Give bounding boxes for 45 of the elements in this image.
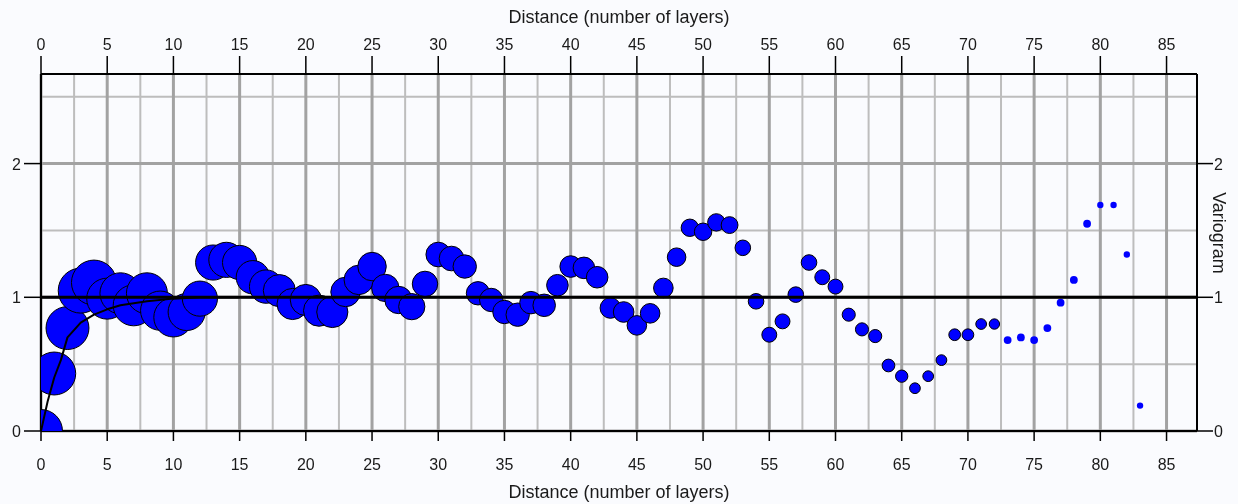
x-tick-label: 70 (959, 36, 977, 53)
x2-tick-label: 70 (959, 456, 977, 473)
x2-tick-label: 40 (561, 456, 580, 473)
x2-tick-label: 35 (495, 456, 514, 473)
y-tick-label: 2 (12, 155, 22, 173)
x2-tick-label: 45 (627, 456, 646, 473)
x2-tick-label: 15 (230, 456, 249, 473)
x-tick-label: 65 (892, 36, 911, 53)
x2-tick-label: 0 (36, 456, 46, 473)
x-tick-label: 5 (102, 36, 112, 53)
x2-axis-title: Distance (number of layers) (508, 7, 730, 27)
x-axis-title: Distance (number of layers) (508, 482, 730, 502)
x2-tick-label: 20 (296, 456, 315, 473)
x2-tick-label: 10 (164, 456, 183, 473)
x-tick-label: 80 (1091, 36, 1110, 53)
x-tick-label: 35 (495, 36, 514, 53)
x-tick-label: 15 (230, 36, 249, 53)
x-tick-label: 45 (627, 36, 646, 53)
x-tick-label: 55 (760, 36, 779, 53)
x-tick-label: 40 (561, 36, 580, 53)
x-tick-label: 25 (363, 36, 382, 53)
x2-tick-label: 80 (1091, 456, 1110, 473)
x2-tick-label: 55 (760, 456, 779, 473)
x2-tick-label: 75 (1025, 456, 1044, 473)
x2-tick-label: 85 (1157, 456, 1176, 473)
x2-tick-label: 65 (892, 456, 911, 473)
x-tick-label: 20 (296, 36, 315, 53)
x2-tick-label: 25 (363, 456, 382, 473)
x-tick-label: 75 (1025, 36, 1044, 53)
x-tick-label: 50 (694, 36, 713, 53)
y-tick-label: 0 (12, 423, 22, 440)
y2-tick-label: 2 (1214, 155, 1223, 173)
x2-tick-label: 50 (694, 456, 713, 473)
x-tick-label: 10 (164, 36, 183, 53)
x-tick-label: 30 (429, 36, 448, 53)
x2-tick-label: 30 (429, 456, 448, 473)
y-tick-label: 1 (12, 289, 22, 307)
y2-tick-label: 1 (1214, 289, 1223, 307)
x-tick-label: 0 (36, 36, 46, 53)
y2-axis-title: Variogram (1209, 192, 1229, 274)
x2-tick-label: 60 (826, 456, 845, 473)
y2-tick-label: 0 (1214, 423, 1223, 440)
x-tick-label: 85 (1157, 36, 1176, 53)
x-tick-label: 60 (826, 36, 845, 53)
x2-tick-label: 5 (102, 456, 112, 473)
